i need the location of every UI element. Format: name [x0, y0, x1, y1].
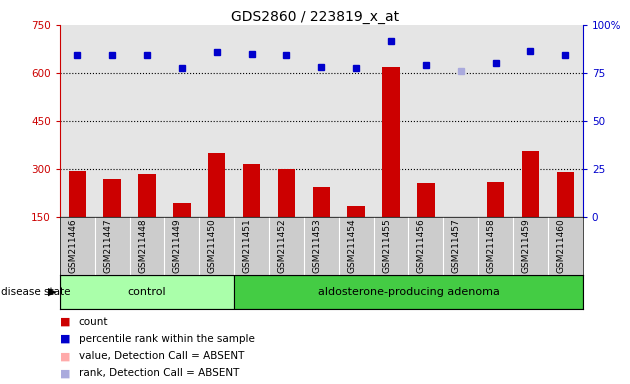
Text: GSM211457: GSM211457 [452, 218, 461, 273]
Bar [243, 164, 260, 217]
Bar [339, 25, 374, 217]
Bar [557, 172, 574, 217]
Text: ▶: ▶ [49, 287, 57, 297]
Text: GSM211456: GSM211456 [417, 218, 426, 273]
Bar [278, 169, 295, 217]
Bar [164, 25, 199, 217]
Text: GSM211454: GSM211454 [347, 218, 356, 273]
Text: GSM211460: GSM211460 [556, 218, 565, 273]
Bar [478, 25, 513, 217]
Bar [374, 25, 408, 217]
Text: GSM211448: GSM211448 [138, 218, 147, 273]
Bar [487, 182, 504, 217]
Bar [60, 275, 234, 309]
Text: ■: ■ [60, 368, 71, 379]
Bar [382, 66, 399, 217]
Bar [513, 25, 548, 217]
Bar [69, 170, 86, 217]
Text: GSM211459: GSM211459 [522, 218, 530, 273]
Text: ■: ■ [60, 351, 71, 361]
Text: ■: ■ [60, 316, 71, 327]
Bar [208, 153, 226, 217]
Bar [234, 25, 269, 217]
Bar [408, 25, 444, 217]
Bar [103, 179, 121, 217]
Text: GSM211450: GSM211450 [208, 218, 217, 273]
Text: GSM211447: GSM211447 [103, 218, 112, 273]
Text: aldosterone-producing adenoma: aldosterone-producing adenoma [318, 287, 500, 297]
Bar [130, 25, 164, 217]
Bar [304, 25, 339, 217]
Bar [417, 184, 435, 217]
Bar [199, 25, 234, 217]
Text: GSM211451: GSM211451 [243, 218, 251, 273]
Bar [444, 25, 478, 217]
Text: GSM211446: GSM211446 [68, 218, 77, 273]
Text: GSM211458: GSM211458 [486, 218, 496, 273]
Text: control: control [128, 287, 166, 297]
Bar [60, 25, 94, 217]
Text: percentile rank within the sample: percentile rank within the sample [79, 334, 255, 344]
Bar [139, 174, 156, 217]
Bar [234, 275, 583, 309]
Text: GSM211453: GSM211453 [312, 218, 321, 273]
Bar [94, 25, 130, 217]
Bar [548, 25, 583, 217]
Text: ■: ■ [60, 334, 71, 344]
Bar [312, 187, 330, 217]
Bar [522, 151, 539, 217]
Text: GSM211449: GSM211449 [173, 218, 182, 273]
Bar [269, 25, 304, 217]
Bar [173, 203, 190, 217]
Text: value, Detection Call = ABSENT: value, Detection Call = ABSENT [79, 351, 244, 361]
Text: GSM211455: GSM211455 [382, 218, 391, 273]
Text: disease state: disease state [1, 287, 70, 297]
Text: GSM211452: GSM211452 [277, 218, 287, 273]
Bar [348, 206, 365, 217]
Text: count: count [79, 316, 108, 327]
Text: GDS2860 / 223819_x_at: GDS2860 / 223819_x_at [231, 10, 399, 23]
Text: rank, Detection Call = ABSENT: rank, Detection Call = ABSENT [79, 368, 239, 379]
